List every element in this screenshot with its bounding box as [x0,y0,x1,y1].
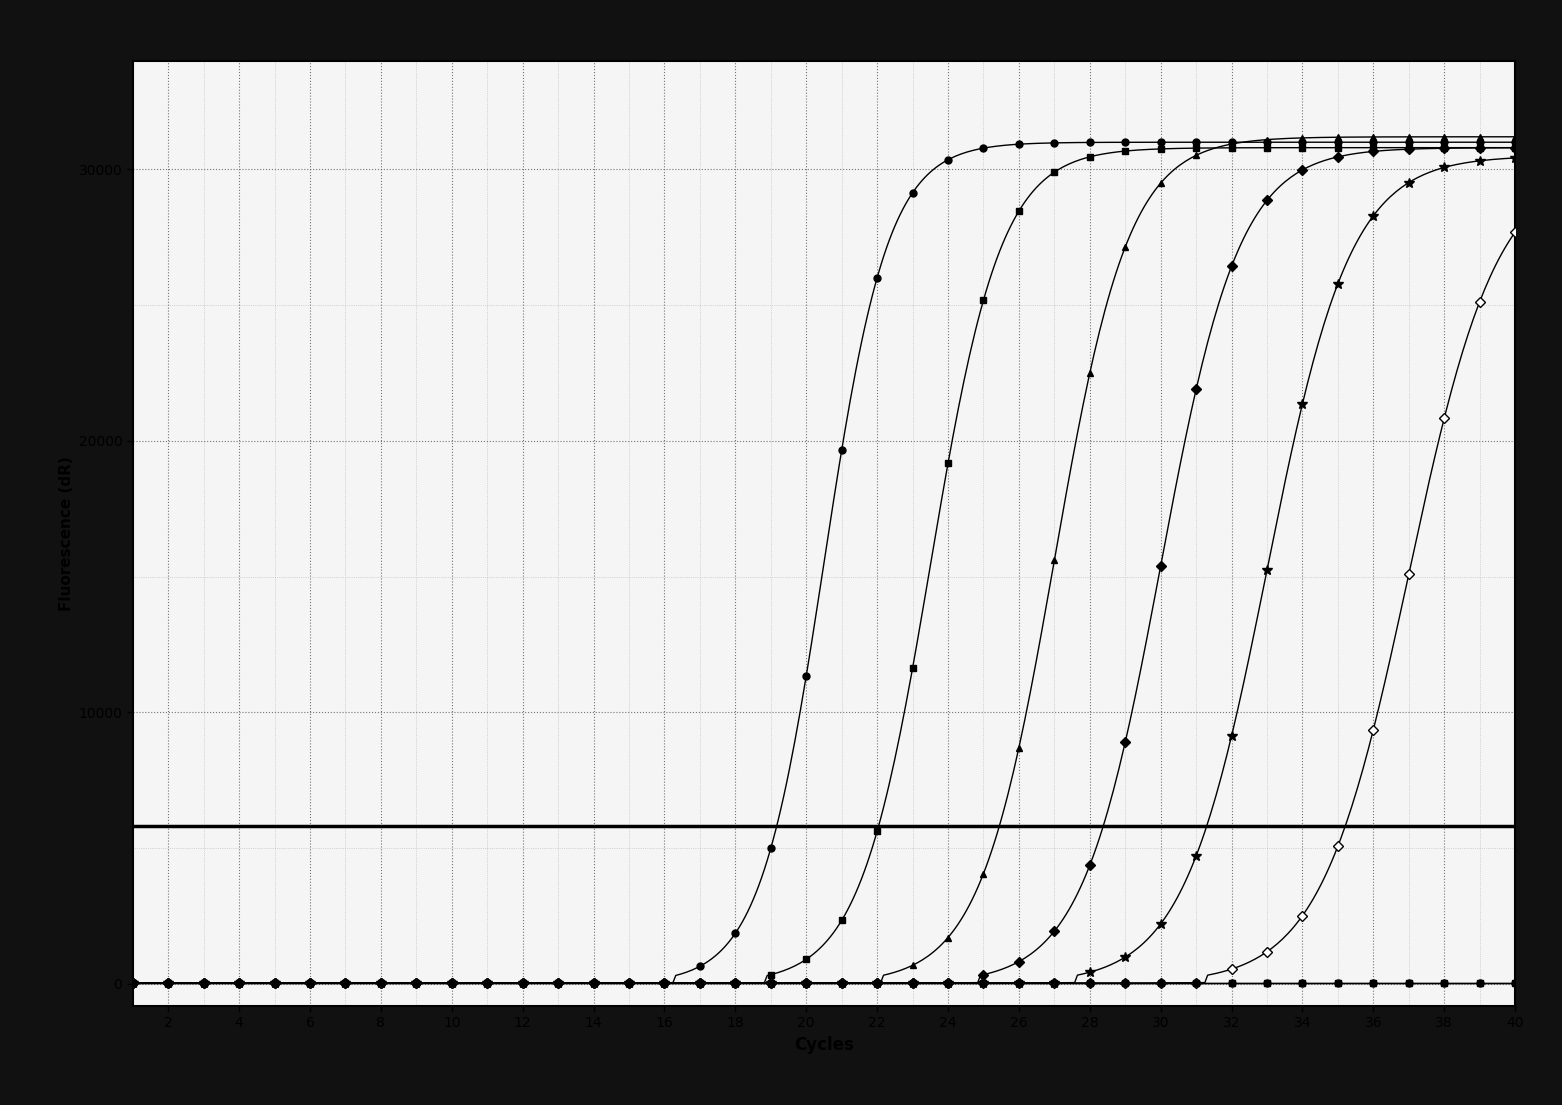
Y-axis label: Fluorescence (dR): Fluorescence (dR) [59,455,75,611]
X-axis label: Cycles: Cycles [793,1035,854,1053]
